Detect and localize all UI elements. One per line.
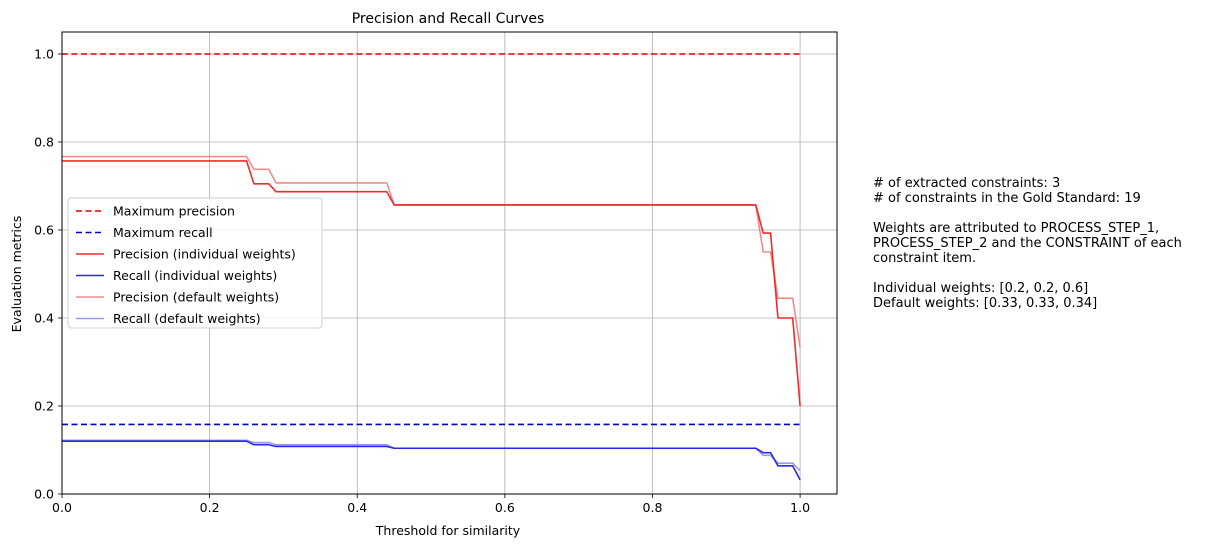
- series-line-5: [62, 439, 801, 472]
- legend-label: Recall (individual weights): [113, 268, 277, 283]
- x-tick-label: 1.0: [790, 500, 810, 515]
- y-tick-label: 0.0: [34, 487, 54, 502]
- default-weights-text: Default weights: [0.33, 0.33, 0.34]: [873, 296, 1098, 311]
- gold-standard-count-text: # of constraints in the Gold Standard: 1…: [873, 191, 1141, 206]
- x-tick-label: 0.6: [495, 500, 515, 515]
- plot-frame: [61, 31, 838, 495]
- x-tick-label: 0.0: [52, 500, 72, 515]
- series-lines: [62, 53, 801, 481]
- individual-weights-text: Individual weights: [0.2, 0.2, 0.6]: [873, 281, 1089, 296]
- legend-label: Precision (default weights): [113, 290, 279, 305]
- legend: Maximum precision Maximum recall Precision…: [67, 197, 323, 329]
- series-line-3: [62, 440, 801, 481]
- legend-label: Precision (individual weights): [113, 247, 296, 262]
- x-tick-label: 0.8: [643, 500, 663, 515]
- legend-box: [67, 197, 323, 329]
- extracted-count-text: # of extracted constraints: 3: [873, 176, 1061, 191]
- y-tick-label: 0.8: [34, 135, 54, 150]
- axis-ticks: 0.0 0.2 0.4 0.6 0.8 1.0 0.0 0.2 0.4 0.6 0.8 1.0: [34, 47, 810, 516]
- y-tick-label: 0.4: [34, 311, 54, 326]
- weights-description-line3: constraint item.: [873, 251, 977, 266]
- x-tick-label: 0.4: [347, 500, 367, 515]
- info-annotation: # of extracted constraints: 3 # of const…: [873, 176, 1208, 311]
- y-axis-label: Evaluation metrics: [9, 216, 24, 333]
- x-axis-label: Threshold for similarity: [375, 523, 521, 538]
- legend-label: Recall (default weights): [113, 311, 261, 326]
- y-tick-label: 0.2: [34, 399, 54, 414]
- weights-description-line2: PROCESS_STEP_2 and the CONSTRAINT of eac…: [873, 236, 1182, 251]
- y-tick-label: 0.6: [34, 223, 54, 238]
- series-line-2: [62, 160, 801, 407]
- legend-label: Maximum recall: [113, 225, 213, 240]
- chart-title: Precision and Recall Curves: [352, 11, 545, 27]
- legend-label: Maximum precision: [113, 204, 235, 219]
- y-tick-label: 1.0: [34, 47, 54, 62]
- x-tick-label: 0.2: [200, 500, 220, 515]
- weights-description-line1: Weights are attributed to PROCESS_STEP_1…: [873, 221, 1160, 236]
